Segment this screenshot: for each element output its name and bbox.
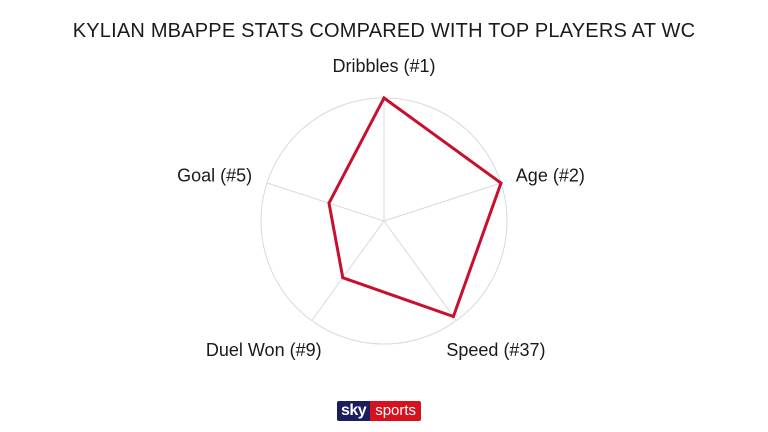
radar-spoke [266,182,385,222]
radar-series [327,95,503,319]
logo-sky-text: sky [337,401,371,421]
series-point [382,96,386,100]
series-point [341,276,345,280]
logo-sports-text: sports [370,401,422,421]
sky-sports-logo: sky sports [337,401,422,421]
radar-spoke [311,220,385,321]
axis-label: Age (#2) [516,166,585,186]
series-point [499,181,503,185]
axis-labels: Dribbles (#1) Age (#2) Speed (#37) Duel Won… [177,56,585,360]
radar-grid [260,97,508,345]
series-point [451,315,455,319]
axis-label: Goal (#5) [177,166,252,186]
chart-title: KYLIAN MBAPPE STATS COMPARED WITH TOP PL… [72,20,696,42]
series-polygon [327,95,503,319]
radar-spoke [383,220,457,321]
axis-label: Speed (#37) [446,340,545,360]
axis-label: Dribbles (#1) [332,56,435,76]
series-point [327,201,331,205]
radar-spoke [383,182,502,222]
axis-label: Duel Won (#9) [206,340,322,360]
